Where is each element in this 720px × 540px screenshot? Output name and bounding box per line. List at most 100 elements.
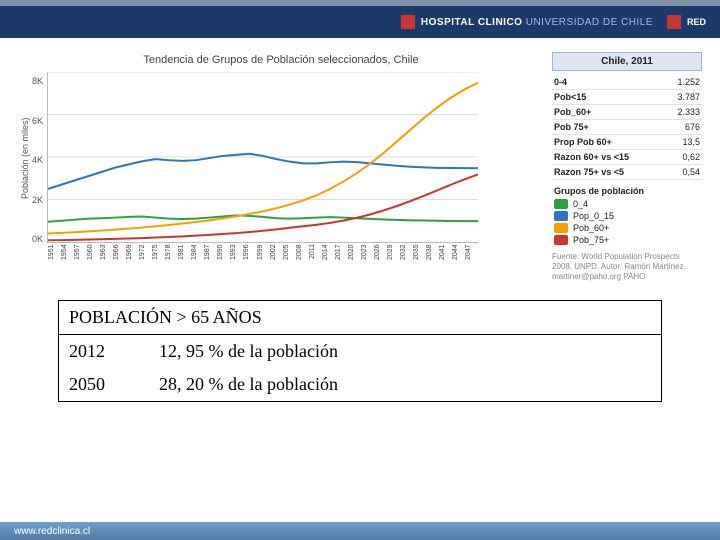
x-tick: 2011 xyxy=(309,244,322,282)
footer-url: www.redclinica.cl xyxy=(14,526,90,537)
population-table: POBLACIÓN > 65 AÑOS 201212, 95 % de la p… xyxy=(58,300,662,402)
chart-left: Tendencia de Grupos de Población selecci… xyxy=(18,52,544,282)
source-note: Fuente: World Population Prospects 2008.… xyxy=(552,252,702,282)
stat-key: Pob_60+ xyxy=(554,107,591,117)
series-0_4 xyxy=(48,215,478,221)
legend-label: Pob_60+ xyxy=(573,223,609,233)
stat-row: 0-4 1.252 xyxy=(552,75,702,90)
legend-item: Pob_75+ xyxy=(552,234,702,246)
footer-bar: www.redclinica.cl xyxy=(0,522,720,540)
chart-panel: Tendencia de Grupos de Población selecci… xyxy=(18,52,702,282)
series-Pop_0_15 xyxy=(48,154,478,189)
x-tick: 2014 xyxy=(322,244,335,282)
x-tick: 2029 xyxy=(387,244,400,282)
x-tick: 1957 xyxy=(74,244,87,282)
y-tick: 0K xyxy=(32,234,43,244)
side-title: Chile, 2011 xyxy=(552,52,702,71)
x-tick: 1966 xyxy=(113,244,126,282)
stat-value: 2.333 xyxy=(677,107,700,117)
x-tick: 1993 xyxy=(230,244,243,282)
x-tick: 2008 xyxy=(296,244,309,282)
header-bar: HOSPITAL CLINICO UNIVERSIDAD DE CHILE RE… xyxy=(0,6,720,38)
x-tick: 1975 xyxy=(152,244,165,282)
x-tick: 2020 xyxy=(348,244,361,282)
line-chart xyxy=(47,72,478,243)
stat-value: 0,54 xyxy=(682,167,700,177)
stat-key: Pob 75+ xyxy=(554,122,589,132)
y-tick: 4K xyxy=(32,155,43,165)
side-panel: Chile, 2011 0-4 1.252 Pob<153.787 Pob_60+ 2.… xyxy=(552,52,702,282)
plot-wrap: Población (en miles) 8K 6K 4K 2K 0K xyxy=(18,72,544,244)
logo-text: HOSPITAL CLINICO UNIVERSIDAD DE CHILE xyxy=(421,17,653,28)
stat-key: 0-4 xyxy=(554,77,567,87)
stat-key: Prop Pob 60+ xyxy=(554,137,612,147)
legend-swatch-icon xyxy=(554,211,568,221)
x-tick: 2032 xyxy=(400,244,413,282)
y-ticks: 8K 6K 4K 2K 0K xyxy=(32,72,47,244)
series-Pob_60+ xyxy=(48,83,478,234)
logo-red-icon xyxy=(667,15,681,29)
legend-label: Pob_75+ xyxy=(573,235,609,245)
x-tick: 2023 xyxy=(361,244,374,282)
legend-swatch-icon xyxy=(554,223,568,233)
table-rows: 201212, 95 % de la población205028, 20 %… xyxy=(59,335,661,401)
y-axis-label: Población (en miles) xyxy=(18,72,32,244)
legend-item: Pob_60+ xyxy=(552,222,702,234)
logo-bold: HOSPITAL CLINICO xyxy=(421,17,523,28)
row-value: 12, 95 % de la población xyxy=(159,341,338,362)
stat-key: Pob<15 xyxy=(554,92,586,102)
table-row: 201212, 95 % de la población xyxy=(59,335,661,368)
x-tick: 1954 xyxy=(61,244,74,282)
row-year: 2050 xyxy=(69,374,159,395)
legend-label: Pop_0_15 xyxy=(573,211,614,221)
x-tick: 2038 xyxy=(426,244,439,282)
y-tick: 2K xyxy=(32,195,43,205)
stat-value: 13,5 xyxy=(682,137,700,147)
legend-title: Grupos de población xyxy=(554,186,702,196)
stat-row: Razon 75+ vs <5 0,54 xyxy=(552,165,702,180)
x-tick: 1951 xyxy=(48,244,61,282)
x-tick: 2017 xyxy=(335,244,348,282)
stat-row: Razon 60+ vs <15 0,62 xyxy=(552,150,702,165)
logo-light: UNIVERSIDAD DE CHILE xyxy=(526,17,653,28)
stat-key: Razon 75+ vs <5 xyxy=(554,167,624,177)
x-tick: 1963 xyxy=(100,244,113,282)
stat-value: 1.252 xyxy=(677,77,700,87)
x-tick: 2002 xyxy=(270,244,283,282)
x-tick: 2035 xyxy=(413,244,426,282)
table-row: 205028, 20 % de la población xyxy=(59,368,661,401)
y-tick: 6K xyxy=(32,116,43,126)
stat-value: 0,62 xyxy=(682,152,700,162)
stat-value: 676 xyxy=(685,122,700,132)
stat-row: Pob_60+ 2.333 xyxy=(552,105,702,120)
x-tick: 2047 xyxy=(465,244,478,282)
x-tick: 2005 xyxy=(283,244,296,282)
stats-list: 0-4 1.252 Pob<153.787 Pob_60+ 2.333 Pob 75+ 67… xyxy=(552,75,702,180)
x-tick: 2041 xyxy=(439,244,452,282)
stat-key: Razon 60+ vs <15 xyxy=(554,152,629,162)
table-header: POBLACIÓN > 65 AÑOS xyxy=(59,301,661,335)
x-tick: 1984 xyxy=(191,244,204,282)
row-value: 28, 20 % de la población xyxy=(159,374,338,395)
legend-swatch-icon xyxy=(554,199,568,209)
stat-row: Prop Pob 60+ 13,5 xyxy=(552,135,702,150)
y-tick: 8K xyxy=(32,76,43,86)
x-tick: 1981 xyxy=(178,244,191,282)
legend-label: 0_4 xyxy=(573,199,588,209)
legend: 0_4 Pop_0_15 Pob_60+ Pob_75+ xyxy=(552,198,702,246)
stat-row: Pob 75+ 676 xyxy=(552,120,702,135)
x-tick: 1987 xyxy=(204,244,217,282)
x-tick: 1978 xyxy=(165,244,178,282)
row-year: 2012 xyxy=(69,341,159,362)
stat-row: Pob<153.787 xyxy=(552,90,702,105)
logo-block: HOSPITAL CLINICO UNIVERSIDAD DE CHILE RE… xyxy=(401,15,706,29)
logo-red-text: RED xyxy=(687,17,706,27)
x-tick: 1999 xyxy=(257,244,270,282)
chart-title: Tendencia de Grupos de Población selecci… xyxy=(18,54,544,66)
x-tick: 1969 xyxy=(126,244,139,282)
x-tick: 2026 xyxy=(374,244,387,282)
x-tick: 1972 xyxy=(139,244,152,282)
legend-swatch-icon xyxy=(554,235,568,245)
x-tick: 2044 xyxy=(452,244,465,282)
x-tick: 1996 xyxy=(243,244,256,282)
